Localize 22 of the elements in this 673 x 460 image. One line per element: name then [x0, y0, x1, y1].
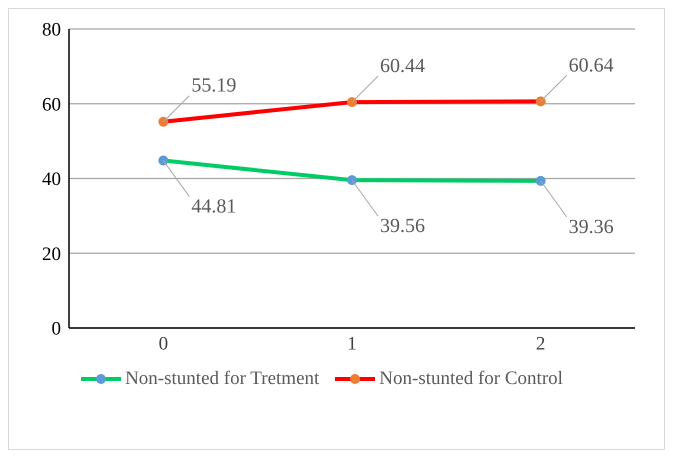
point	[158, 116, 168, 127]
data-label: 60.44	[380, 55, 425, 78]
y-tick-label: 80	[42, 20, 61, 41]
point	[536, 96, 546, 106]
x-tick-label: 0	[158, 333, 168, 354]
point	[158, 156, 168, 166]
data-label: 39.36	[568, 216, 614, 238]
y-tick-label: 0	[52, 318, 61, 340]
data-label: 44.81	[191, 196, 236, 218]
y-tick-label: 40	[42, 169, 61, 190]
legend-label: Non-stunted for Tretment	[125, 368, 320, 390]
y-tick-label: 60	[42, 94, 61, 116]
point	[347, 97, 357, 108]
point	[536, 176, 546, 186]
x-tick-label: 1	[347, 333, 357, 354]
x-tick-label: 2	[536, 333, 546, 354]
data-label: 39.56	[380, 215, 425, 238]
legend-label: Non-stunted for Control	[379, 368, 563, 390]
data-label: 55.19	[191, 74, 236, 97]
data-label: 60.64	[568, 54, 614, 76]
point	[347, 175, 357, 186]
y-tick-label: 20	[42, 244, 61, 265]
